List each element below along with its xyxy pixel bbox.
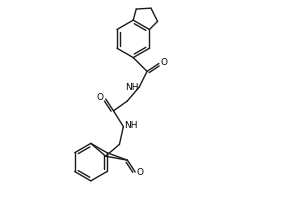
Text: NH: NH [125, 83, 139, 92]
Text: O: O [160, 58, 167, 67]
Text: O: O [136, 168, 144, 177]
Text: O: O [96, 93, 103, 102]
Text: NH: NH [124, 121, 138, 130]
